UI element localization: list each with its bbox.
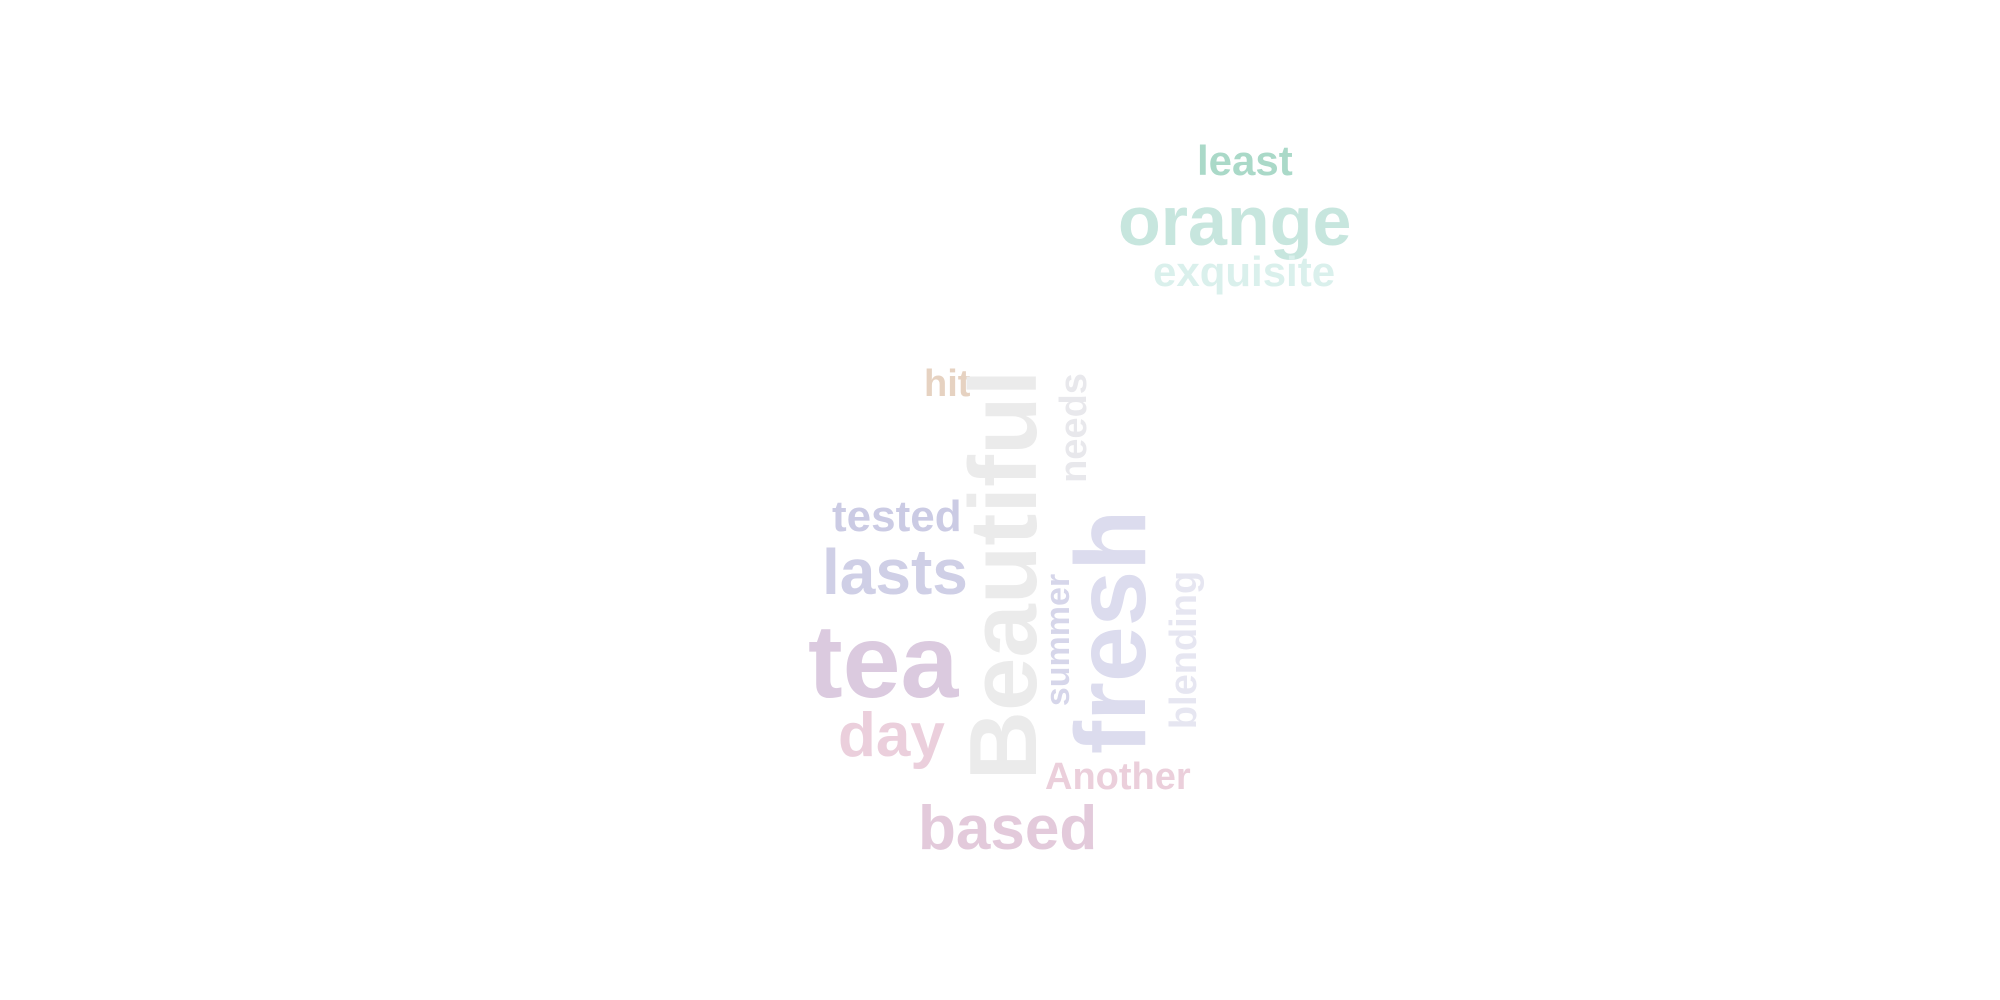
word-summer: summer xyxy=(1039,573,1077,707)
word-needs: needs xyxy=(1053,373,1095,483)
word-orange: orange xyxy=(1118,182,1352,260)
word-lasts: lasts xyxy=(822,536,968,608)
word-hit: hit xyxy=(924,363,971,405)
word-tested: tested xyxy=(832,492,962,541)
word-least: least xyxy=(1197,137,1293,184)
word-another: Another xyxy=(1045,756,1191,798)
word-blending: blending xyxy=(1163,570,1205,730)
word-based: based xyxy=(918,794,1098,863)
word-beautiful: Beautiful xyxy=(950,369,1057,781)
word-tea: tea xyxy=(808,604,959,720)
word-day: day xyxy=(838,701,945,770)
word-exquisite: exquisite xyxy=(1153,248,1336,295)
